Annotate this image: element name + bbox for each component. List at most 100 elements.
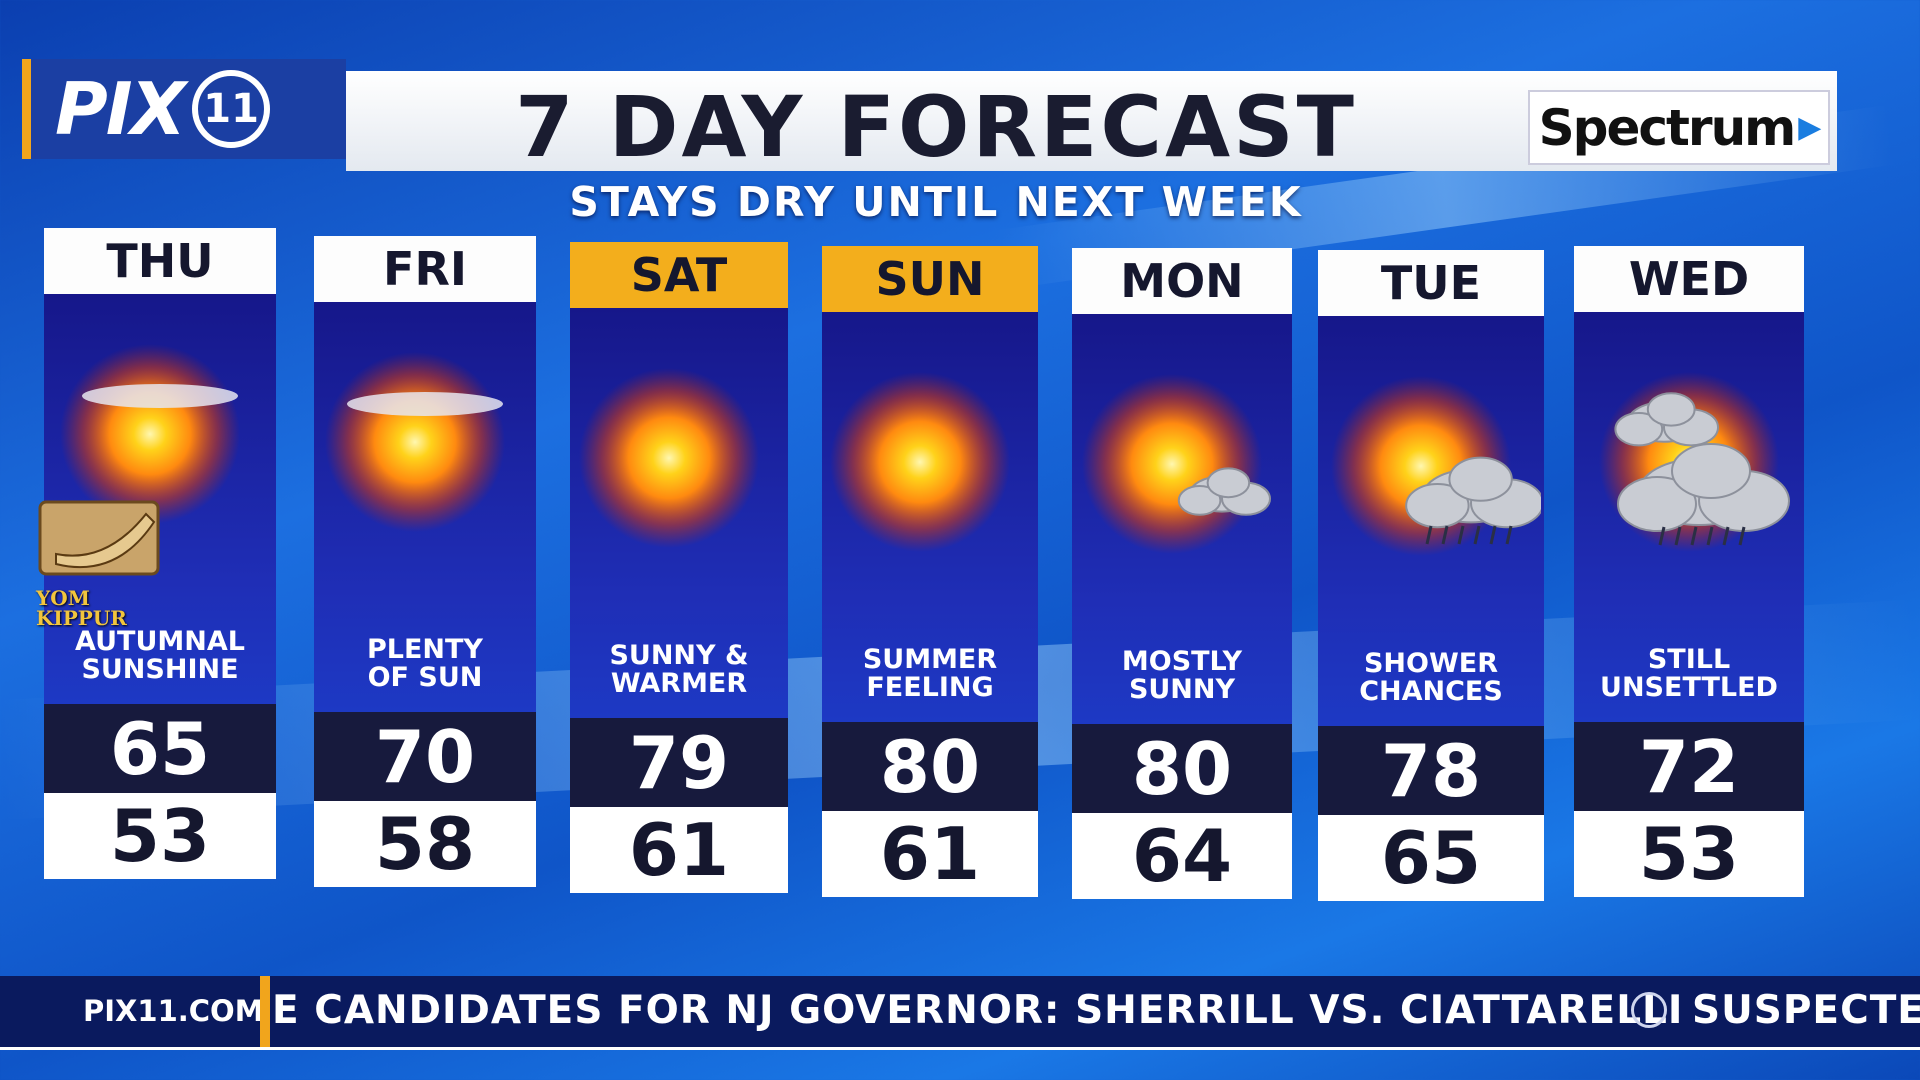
- rain: [1658, 526, 1666, 546]
- rain: [1690, 526, 1698, 546]
- haze: [82, 384, 238, 408]
- day-name: SAT: [570, 242, 788, 308]
- rain: [1674, 526, 1682, 546]
- shofar-icon: [38, 500, 160, 576]
- cloud: [1405, 483, 1470, 529]
- day-name: MON: [1072, 248, 1292, 314]
- high-temp: 80: [822, 722, 1038, 811]
- rain: [1489, 525, 1497, 545]
- ticker-headline: E CANDIDATES FOR NJ GOVERNOR: SHERRILL V…: [272, 988, 1684, 1033]
- cloud: [1448, 456, 1513, 502]
- high-temp: 65: [44, 704, 276, 793]
- logo-text: PIX: [55, 67, 186, 151]
- cloud: [1614, 412, 1664, 447]
- rain: [1441, 525, 1449, 545]
- conditions: SUNNY: [1128, 674, 1236, 705]
- day-panel: STILL UNSETTLED: [1574, 312, 1804, 722]
- cloud: [1206, 467, 1251, 499]
- conditions: AUTUMNAL: [75, 626, 245, 657]
- high-temp: 80: [1072, 724, 1292, 813]
- day-panel: SUMMER FEELING: [822, 312, 1038, 722]
- day-column: SAT SUNNY & WARMER 79 61: [570, 242, 788, 893]
- sponsor-logo: Spectrum ▶: [1528, 90, 1830, 165]
- low-temp: 64: [1072, 813, 1292, 899]
- haze: [347, 392, 503, 416]
- weather-icon: [1599, 372, 1790, 552]
- ticker-separator: [1631, 992, 1667, 1028]
- subtitle: STAYS DRY UNTIL NEXT WEEK: [569, 178, 1303, 226]
- day-column: THU AUTUMNAL SUNSHINE 65 53: [44, 228, 276, 879]
- high-temp: 78: [1318, 726, 1544, 815]
- day-column: MON MOSTLY SUNNY 80 64: [1072, 248, 1292, 899]
- conditions: CHANCES: [1359, 676, 1503, 707]
- conditions: FEELING: [866, 672, 994, 703]
- rain: [1738, 526, 1746, 546]
- low-temp: 65: [1318, 815, 1544, 901]
- cloud: [1177, 485, 1222, 516]
- day-column: TUE SHOWER CHANCES 78 65: [1318, 250, 1544, 901]
- high-temp: 72: [1574, 722, 1804, 811]
- rain: [1706, 526, 1714, 546]
- rain: [1473, 525, 1481, 545]
- weather-icon: [325, 352, 505, 532]
- conditions: STILL: [1647, 644, 1731, 675]
- day-panel: AUTUMNAL SUNSHINE: [44, 294, 276, 704]
- news-ticker: PIX11.COM E CANDIDATES FOR NJ GOVERNOR: …: [0, 976, 1920, 1050]
- weather-icon: [1082, 374, 1271, 554]
- weather-icon: [60, 344, 240, 524]
- day-name: TUE: [1318, 250, 1544, 316]
- conditions: MOSTLY: [1121, 646, 1243, 677]
- day-column: FRI PLENTY OF SUN 70 58: [314, 236, 536, 887]
- logo: PIX 11: [22, 59, 346, 159]
- ticker-divider: [260, 976, 270, 1047]
- title: 7 DAY FORECAST: [515, 78, 1357, 176]
- day-name: SUN: [822, 246, 1038, 312]
- day-panel: PLENTY OF SUN: [314, 302, 536, 712]
- day-column: WED STILL UNSETTLED 72 53: [1574, 246, 1804, 897]
- high-temp: 79: [570, 718, 788, 807]
- ticker-site: PIX11.COM: [83, 994, 264, 1028]
- day-column: SUN SUMMER FEELING 80 61: [822, 246, 1038, 897]
- high-temp: 70: [314, 712, 536, 801]
- ticker-next: SUSPECTE: [1692, 988, 1920, 1033]
- day-panel: SUNNY & WARMER: [570, 308, 788, 718]
- rain: [1722, 526, 1730, 546]
- cloud: [1617, 476, 1697, 532]
- conditions: SHOWER: [1363, 648, 1498, 679]
- conditions: SUMMER: [862, 644, 998, 675]
- day-name: FRI: [314, 236, 536, 302]
- sun: [1082, 374, 1262, 554]
- rain: [1457, 525, 1465, 545]
- low-temp: 61: [822, 811, 1038, 897]
- rain: [1425, 525, 1433, 545]
- sponsor-arrow: ▶: [1798, 110, 1821, 145]
- conditions: UNSETTLED: [1600, 672, 1778, 703]
- sun: [830, 372, 1010, 552]
- cloud: [1646, 392, 1696, 427]
- rain: [1505, 525, 1513, 545]
- day-panel: SHOWER CHANCES: [1318, 316, 1544, 726]
- badge-label: YOM KIPPUR: [36, 586, 127, 630]
- conditions: WARMER: [610, 668, 748, 699]
- sponsor-text: Spectrum: [1538, 98, 1797, 157]
- sun: [325, 352, 505, 532]
- sun: [579, 368, 759, 548]
- conditions: SUNSHINE: [81, 654, 239, 685]
- conditions: OF SUN: [367, 662, 483, 693]
- cloud: [1671, 443, 1751, 499]
- low-temp: 61: [570, 807, 788, 893]
- low-temp: 53: [1574, 811, 1804, 897]
- day-name: THU: [44, 228, 276, 294]
- low-temp: 53: [44, 793, 276, 879]
- low-temp: 58: [314, 801, 536, 887]
- weather-icon: [1331, 376, 1541, 556]
- conditions: PLENTY: [366, 634, 483, 665]
- day-name: WED: [1574, 246, 1804, 312]
- day-panel: MOSTLY SUNNY: [1072, 314, 1292, 724]
- logo-badge: 11: [192, 70, 271, 148]
- weather-icon: [830, 372, 1010, 552]
- conditions: SUNNY &: [609, 640, 749, 671]
- holiday-badge: YOM KIPPUR: [36, 494, 166, 630]
- weather-icon: [579, 368, 759, 548]
